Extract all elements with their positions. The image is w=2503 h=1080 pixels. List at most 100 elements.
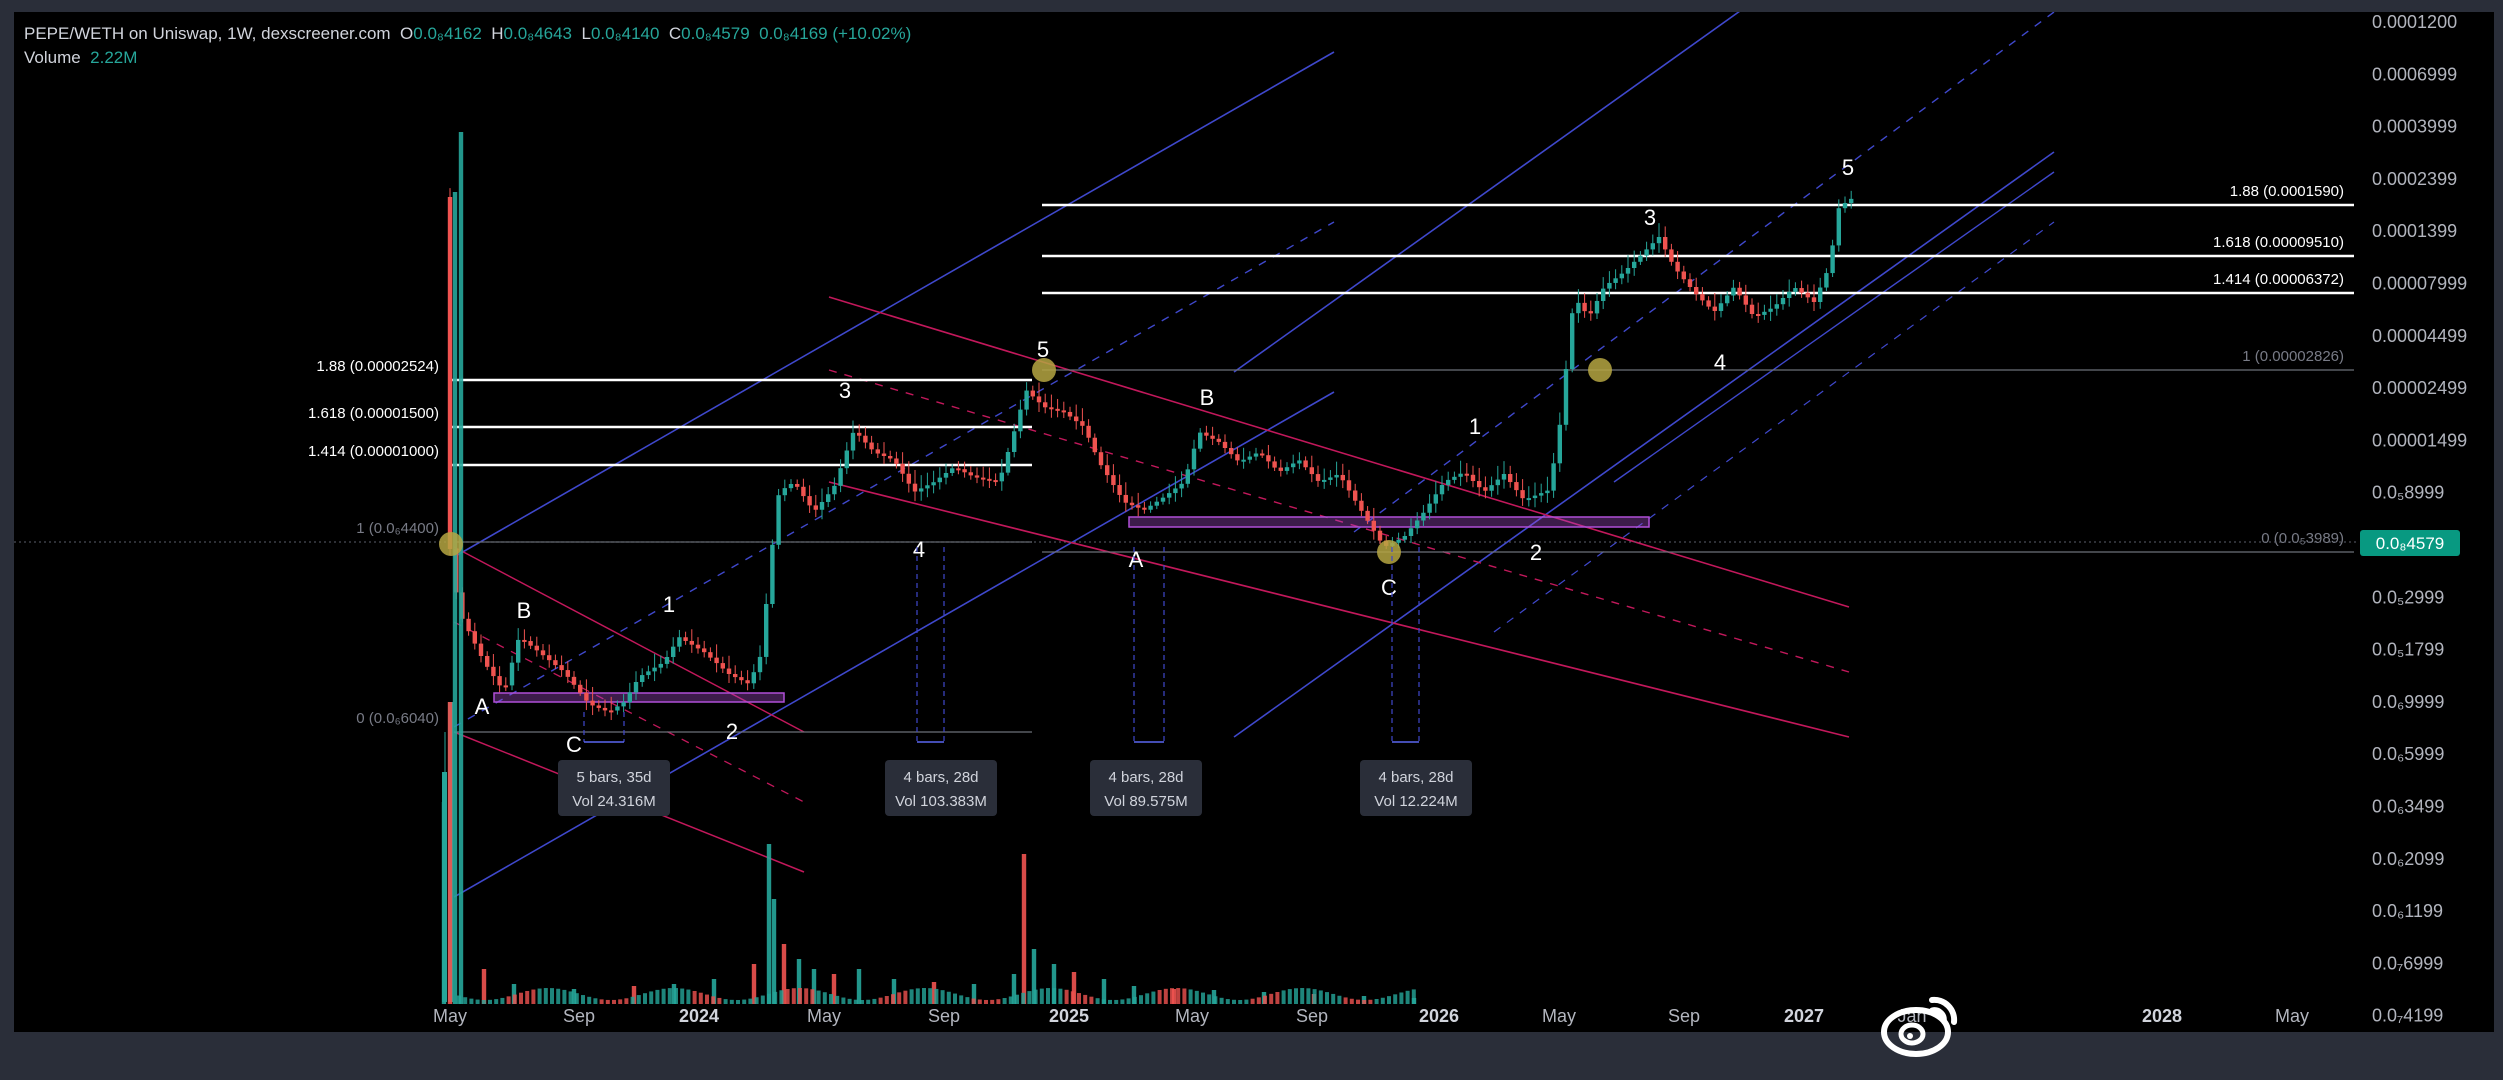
y-tick-label-2: 0.0003999 [2372,117,2457,137]
candle [1353,490,1358,501]
volume-bar [1083,994,1088,1004]
volume-bar [655,989,660,1004]
candle [571,676,577,685]
channel-blue2-upper-inner [1613,171,2055,483]
volume-bar [1095,998,1100,1004]
candle [943,473,949,478]
measure-box-vol-3: Vol 12.224M [1374,793,1457,810]
volume-bar [798,988,802,1004]
candle [1762,311,1767,315]
candle [974,475,980,478]
candle [1539,493,1544,496]
volume-bar [760,995,765,1004]
x-tick-label-7: Sep [1296,1006,1328,1026]
volume-bar [1182,988,1187,1004]
fib-left-label-4: 0 (0.0₆6040) [356,710,439,727]
volume-bar [1021,854,1027,1004]
fib-right-label-3: 1 (0.00002826) [2242,348,2344,365]
candle [1067,411,1073,417]
volume-bar [878,997,883,1004]
candle [695,644,701,649]
volume-bar [959,995,964,1004]
measure-box-1 [885,760,997,816]
candle [1427,503,1432,513]
y-tick-label-7: 0.00002499 [2372,378,2467,398]
price-chart[interactable]: 1.88 (0.00002524) 1.618 (0.00001500) 1.414… [14,12,2494,1032]
fib-right-label-2: 1.414 (0.00006372) [2213,271,2344,288]
volume-bar [711,996,716,1004]
volume-bar [1374,998,1379,1004]
wave-label-5-7: 5 [1037,337,1049,362]
candle [1563,369,1569,425]
candle [1291,463,1296,468]
zone-2023 [493,692,785,703]
candle [553,660,558,666]
volume-bar [931,982,937,1004]
volume-bar [1188,989,1193,1004]
chart-frame[interactable]: 1.88 (0.00002524) 1.618 (0.00001500) 1.414… [14,12,2494,1032]
candle [658,663,663,668]
volume-bar [1244,999,1249,1004]
volume-bar [1070,991,1075,1004]
candle [1675,261,1680,272]
volume-bar [1263,995,1267,1004]
candle [1105,465,1110,476]
candle [1322,479,1327,482]
candle [788,484,794,489]
candle [826,494,831,502]
current-price-tag [2360,530,2460,556]
channel-red-upper [828,296,1850,608]
volume-bar [1325,992,1329,1004]
candle [1495,479,1500,486]
candle [720,663,725,669]
volume-bar [822,992,827,1004]
volume-bar [1015,994,1019,1004]
volume-bar [506,996,511,1004]
volume-bar [977,999,982,1004]
candle [1446,479,1451,485]
volume-bar [1411,989,1416,1004]
candle [1247,456,1252,460]
candle [683,637,688,641]
channel-blue2-upper [1233,12,1740,373]
volume-value: 2.22M [90,48,138,67]
close-value: 0.0₈4579 [681,24,750,43]
open-label: O [400,24,414,43]
candle [1092,437,1097,453]
volume-bar [441,802,447,1004]
y-tick-label-14: 0.0₆5999 [2372,744,2444,764]
volume-bar [928,988,933,1004]
volume-bar [915,988,920,1004]
x-tick-label-2: 2024 [679,1006,719,1026]
candle [1235,454,1240,461]
volume-bar [500,997,505,1004]
channel-blue2-mid-dash [1493,221,2055,633]
wave-label-3-5: 3 [839,378,851,403]
volume-bars [441,132,1417,1004]
wave-label-1-3: 1 [663,592,675,617]
candle [1030,390,1035,397]
candle [999,472,1004,482]
volume-bar [469,998,474,1004]
volume-bar [1300,988,1305,1004]
wave-label-2-4: 2 [726,719,738,744]
volume-bar [481,969,487,1004]
wave-label-a-8: A [1129,547,1144,572]
channel-red-small-mid [453,621,805,803]
volume-bar [1120,999,1125,1004]
candle [1570,313,1575,369]
volume-bar [1039,988,1044,1004]
candle [912,483,918,492]
time-axis-bg [14,1004,2359,1032]
volume-row: Volume 2.22M [24,46,911,70]
volume-bar [1387,996,1391,1004]
high-value: 0.0₈4643 [503,24,573,43]
volume-bar [511,984,517,1004]
x-tick-label-14: May [2275,1006,2309,1026]
y-tick-label-17: 0.0₆1199 [2372,901,2443,921]
volume-bar [891,994,895,1004]
candle [906,473,911,484]
candle [1123,494,1128,503]
volume-bar [754,997,759,1004]
x-tick-label-10: Sep [1668,1006,1700,1026]
